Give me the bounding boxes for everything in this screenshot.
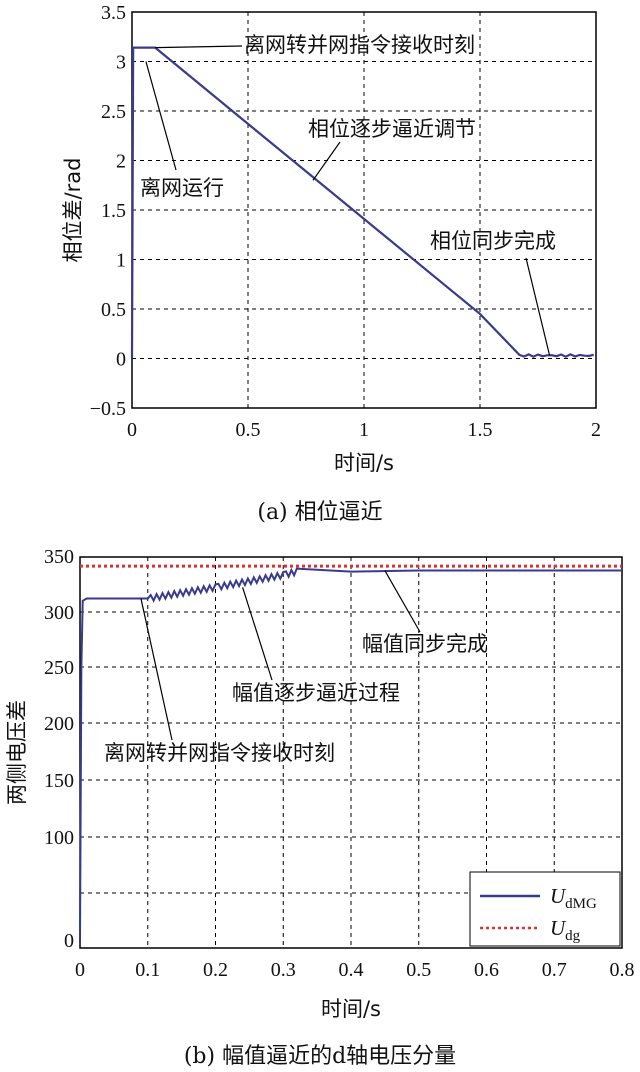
y-tick-label: 0 xyxy=(64,930,74,952)
x-tick-label: 0.5 xyxy=(406,959,431,981)
y-tick-label: 2.5 xyxy=(101,101,126,123)
x-tick-label: 0.5 xyxy=(236,419,261,441)
y-tick-label: 1.5 xyxy=(101,200,126,222)
x-tick-label: 1 xyxy=(359,419,369,441)
y-tick-label: 350 xyxy=(44,546,74,568)
x-tick-label: 0.2 xyxy=(203,959,228,981)
annotation-label: 离网转并网指令接收时刻 xyxy=(104,741,335,765)
x-axis-label: 时间/s xyxy=(321,997,381,1021)
x-tick-label: 0.3 xyxy=(271,959,296,981)
x-tick-label: 0.1 xyxy=(135,959,160,981)
series-line-phase xyxy=(130,46,594,359)
caption-a: (a) 相位逼近 xyxy=(257,500,383,525)
x-tick-label: 0.8 xyxy=(610,959,635,981)
annotation-leader xyxy=(384,570,421,633)
y-tick-label: 200 xyxy=(44,713,74,735)
annotation-leader xyxy=(155,45,243,49)
caption-b: (b) 幅值逼近的d轴电压分量 xyxy=(183,1044,457,1069)
series-line-udmg xyxy=(79,567,622,941)
y-tick-label: 0.5 xyxy=(101,299,126,321)
annotation-leader xyxy=(525,257,551,356)
annotation-label: 相位逐步逼近调节 xyxy=(308,117,476,141)
y-tick-label: 0 xyxy=(116,349,126,371)
y-tick-label: 3.5 xyxy=(101,2,126,24)
annotation-label: 幅值同步完成 xyxy=(362,632,488,656)
annotation-label: 离网转并网指令接收时刻 xyxy=(244,33,475,57)
y-tick-label: 3 xyxy=(116,52,126,74)
legend-box xyxy=(469,871,621,947)
annotation-label: 离网运行 xyxy=(140,176,224,200)
x-tick-label: 0 xyxy=(127,419,137,441)
annotation-leader xyxy=(242,587,273,681)
x-tick-label: 0 xyxy=(75,959,85,981)
annotation-leader xyxy=(312,141,341,181)
annotation-label: 相位同步完成 xyxy=(430,229,556,253)
y-tick-label: −0.5 xyxy=(90,398,126,420)
y-tick-label: 1 xyxy=(116,250,126,272)
x-tick-label: 1.5 xyxy=(468,419,493,441)
x-axis-label: 时间/s xyxy=(334,451,394,475)
x-tick-label: 0.7 xyxy=(542,959,567,981)
y-tick-label: 150 xyxy=(44,770,74,792)
y-tick-label: 2 xyxy=(116,151,126,173)
chart-amplitude-approach: 0 0.1 0.2 0.3 0.4 0.5 0.6 0.7 0.8 0 100 150 200 250 30… xyxy=(5,546,635,1021)
legend-label-subscript: dg xyxy=(565,928,581,944)
x-tick-label: 0.6 xyxy=(474,959,499,981)
y-tick-label: 250 xyxy=(44,657,74,679)
y-tick-label: 300 xyxy=(44,602,74,624)
y-axis-label: 相位差/rad xyxy=(61,158,85,263)
chart-phase-approach: 0 0.5 1 1.5 2−0.500.511.522.533.5时间/s相位差/rad… xyxy=(61,2,601,475)
annotation-label: 幅值逐步逼近过程 xyxy=(232,681,400,705)
annotation-leader xyxy=(140,598,173,741)
y-axis-label: 两侧电压差 xyxy=(5,700,29,805)
x-tick-label: 0.4 xyxy=(339,959,364,981)
x-tick-label: 2 xyxy=(591,419,601,441)
y-tick-label: 100 xyxy=(44,827,74,849)
legend-label-subscript: dMG xyxy=(565,896,597,912)
annotation-leader xyxy=(145,61,177,171)
